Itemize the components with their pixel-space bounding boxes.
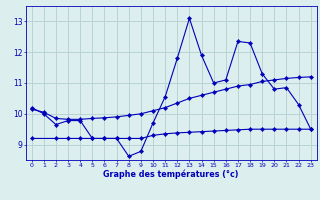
X-axis label: Graphe des températures (°c): Graphe des températures (°c) bbox=[103, 170, 239, 179]
